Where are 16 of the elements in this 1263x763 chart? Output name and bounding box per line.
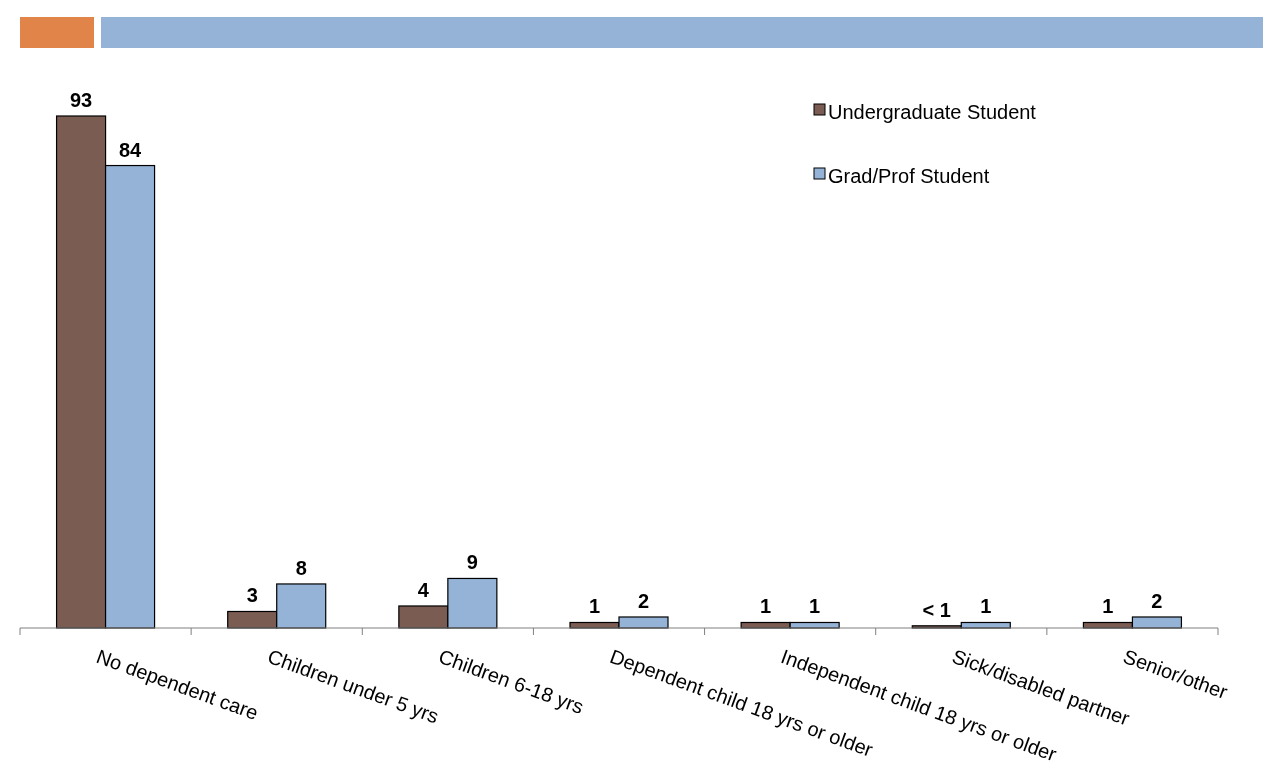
data-label: 3 [246,584,258,607]
data-label: 2 [1151,589,1163,612]
data-label: 2 [637,589,650,612]
data-label: 1 [1102,595,1114,618]
data-label: < 1 [922,598,951,621]
data-label: 9 [466,551,478,574]
data-label: 1 [588,595,601,618]
data-label: 8 [295,556,307,579]
data-label: 93 [69,89,93,111]
legend-label: Grad/Prof Student [828,165,990,188]
data-label: 4 [417,578,430,601]
data-label: 1 [980,595,992,618]
legend-label: Undergraduate Student [828,101,1037,124]
data-label: 1 [760,595,772,618]
data-label: 1 [809,595,821,618]
data-label: 84 [118,138,143,161]
